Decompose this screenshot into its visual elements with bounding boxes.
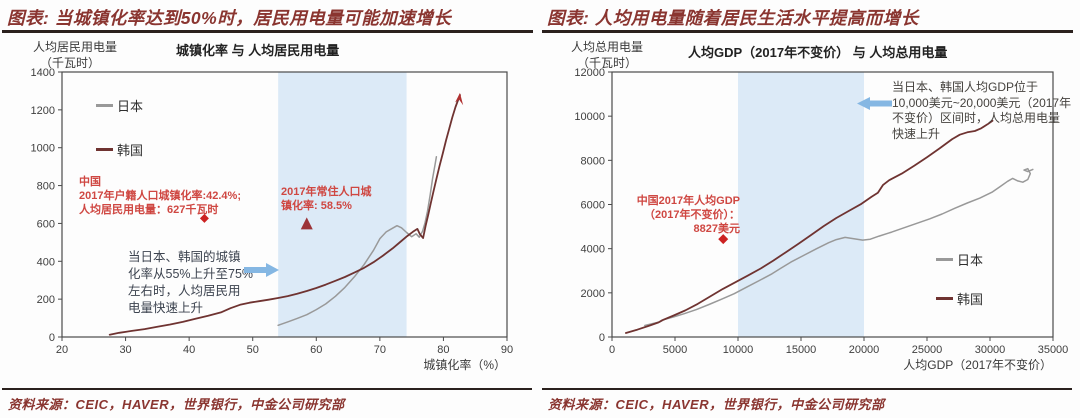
arrowhead-marker [455,92,464,106]
right-x-axis-label: 人均GDP（2017年不变价） [903,358,1052,372]
y-tick-label: 1200 [31,105,55,117]
y-tick-label: 6000 [581,200,605,212]
y-tick-label: 4000 [581,244,605,256]
x-tick-label: 50 [247,344,259,356]
series-line-日本 [644,167,1034,327]
right-y-axis-label: 人均总用电量 [571,40,644,54]
japan-line-swatch [96,104,113,107]
resident-urbanization-note: 2017年常住人口城 镇化率: 58.5% [281,186,372,212]
japan-line-swatch [936,258,953,261]
y-tick-label: 0 [49,332,55,344]
x-tick-label: 60 [310,344,322,356]
figure-right: 图表: 人均用电量随着居民生活水平提高而增长 0 5000 10000 15000 20… [540,0,1080,418]
x-tick-label: 25000 [912,344,943,356]
figure-left: 图表: 当城镇化率达到50%时，居民用电量可能加速增长 20 30 40 50 60 70… [2,8,533,412]
urbanization-electricity-chart: 20 30 40 50 60 70 80 90 0 200 400 600 800 1000 1200 140… [31,67,514,356]
china-urbanization-note: 中国 2017年户籍人口城镇化率:42.4%; 人均居民用电量：627千瓦时 [79,176,241,216]
right-legend-japan: 日本 [936,250,983,269]
y-tick-label: 2000 [581,288,605,300]
x-tick-label: 80 [437,344,449,356]
right-source-rule [542,388,1072,390]
korea-line-swatch [936,297,953,300]
figure-right-header: 图表: 人均用电量随着居民生活水平提高而增长 [547,8,919,28]
y-tick-label: 1000 [31,143,55,155]
x-tick-label: 35000 [1038,344,1069,356]
left-y-axis-unit: （千瓦时） [40,56,101,70]
right-legend-korea: 韩国 [936,289,983,308]
right-chart-title: 人均GDP（2017年不变价） 与 人均总用电量 [688,45,948,60]
x-tick-label: 70 [374,344,386,356]
x-tick-label: 0 [609,344,615,356]
series-line-日本 [277,156,438,327]
japan-legend-label: 日本 [117,99,144,114]
left-x-axis-label: 城镇化率（%） [423,358,506,372]
y-tick-label: 200 [37,294,55,306]
y-tick-label: 0 [599,332,605,344]
left-source-rule [2,388,532,390]
y-tick-label: 800 [37,181,55,193]
arrow-left-icon [857,97,892,110]
japan-legend-label: 日本 [957,253,984,268]
series-line-韩国 [108,94,461,336]
series-line-韩国 [625,119,994,334]
left-legend-japan: 日本 [96,96,143,115]
arrow-right-icon [244,263,279,277]
figure-right-header-rule [542,30,1073,33]
korea-line-swatch [96,148,113,151]
x-tick-label: 30000 [975,344,1006,356]
left-chart-title: 城镇化率 与 人均居民用电量 [176,43,340,58]
highlight-band [738,72,864,337]
band-explanation-note: 当日本、韩国的城镇 化率从55%上升至75% 左右时，人均居民用 电量快速上升 [128,250,254,315]
y-tick-label: 400 [37,256,55,268]
y-tick-label: 8000 [581,155,605,167]
right-y-axis-unit: （千瓦时） [577,56,638,70]
x-tick-label: 20 [56,344,68,356]
korea-legend-label: 韩国 [117,143,144,158]
korea-legend-label: 韩国 [957,292,984,307]
diamond-marker [199,213,209,223]
left-y-axis-label: 人均居民用电量 [33,40,118,54]
x-tick-label: 90 [501,344,513,356]
y-tick-label: 600 [37,218,55,230]
x-tick-label: 20000 [849,344,880,356]
x-tick-label: 15000 [786,344,817,356]
china-gdp-note: 中国2017年人均GDP （2017年不变价）： 8827美元 [636,195,740,235]
y-tick-label: 12000 [574,67,605,79]
plot-frame [61,71,508,338]
figure-left-header-rule [2,30,533,33]
y-tick-label: 10000 [574,111,605,123]
right-source-text: 资料来源：CEIC，HAVER，世界银行，中金公司研究部 [548,397,885,412]
left-legend-korea: 韩国 [96,140,143,159]
diamond-marker [718,234,729,245]
gdp-electricity-chart: 0 5000 10000 15000 20000 25000 30000 35000 0 2000… [574,67,1069,356]
x-tick-label: 10000 [723,344,754,356]
triangle-marker [300,217,313,230]
x-tick-label: 30 [119,344,131,356]
figure-left-header: 图表: 当城镇化率达到50%时，居民用电量可能加速增长 [7,8,452,28]
gdp-range-note: 当日本、韩国人均GDP位于 10,000美元~20,000美元（2017年 不变… [892,80,1072,141]
left-source-text: 资料来源：CEIC，HAVER，世界银行，中金公司研究部 [8,397,345,412]
x-tick-label: 40 [183,344,195,356]
x-tick-label: 5000 [663,344,687,356]
y-tick-label: 1400 [31,67,55,79]
